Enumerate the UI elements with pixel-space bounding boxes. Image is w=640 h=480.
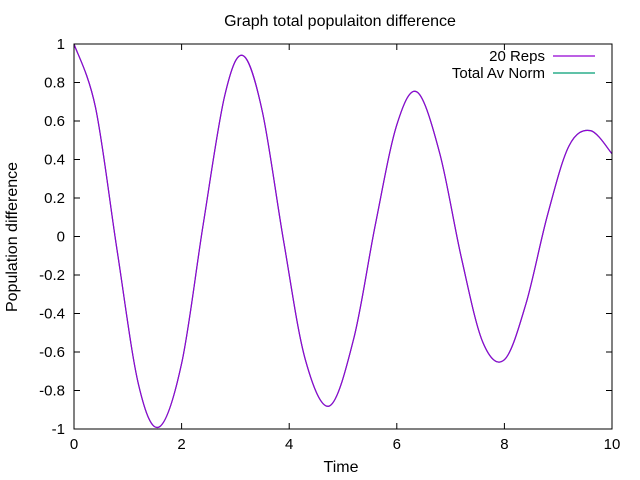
- y-tick-label: -1: [52, 421, 65, 438]
- x-axis-label: Time: [324, 459, 359, 476]
- y-tick-label: -0.8: [39, 383, 65, 400]
- chart-title: Graph total populaiton difference: [224, 13, 456, 30]
- x-tick-label: 4: [285, 436, 293, 453]
- plot-frame: [73, 43, 613, 430]
- x-tick-label: 10: [604, 436, 621, 453]
- series-line-0: [73, 43, 613, 429]
- y-axis-label: Population difference: [4, 162, 21, 312]
- y-tick-label: -0.4: [39, 306, 65, 323]
- y-tick-label: 0.2: [44, 190, 65, 207]
- plot-series: [73, 43, 613, 429]
- y-tick-label: 0.6: [44, 113, 65, 130]
- y-tick-label: 0: [57, 229, 65, 246]
- legend-label: Total Av Norm: [452, 65, 545, 82]
- y-tick-label: 0.8: [44, 75, 65, 92]
- y-tick-label: 0.4: [44, 152, 65, 169]
- x-tick-label: 6: [393, 436, 401, 453]
- x-tick-label: 2: [177, 436, 185, 453]
- x-tick-label: 0: [70, 436, 78, 453]
- y-tick-label: -0.2: [39, 267, 65, 284]
- x-tick-label: 8: [500, 436, 508, 453]
- y-tick-label: -0.6: [39, 344, 65, 361]
- y-axis-ticks: -1 -0.8 -0.6 -0.4 -0.2 0 0.2 0.4 0.6 0.8 1: [39, 36, 612, 438]
- x-axis-ticks: 0 2 4 6 8 10: [70, 44, 621, 453]
- legend-label: 20 Reps: [489, 48, 545, 65]
- y-tick-label: 1: [57, 36, 65, 53]
